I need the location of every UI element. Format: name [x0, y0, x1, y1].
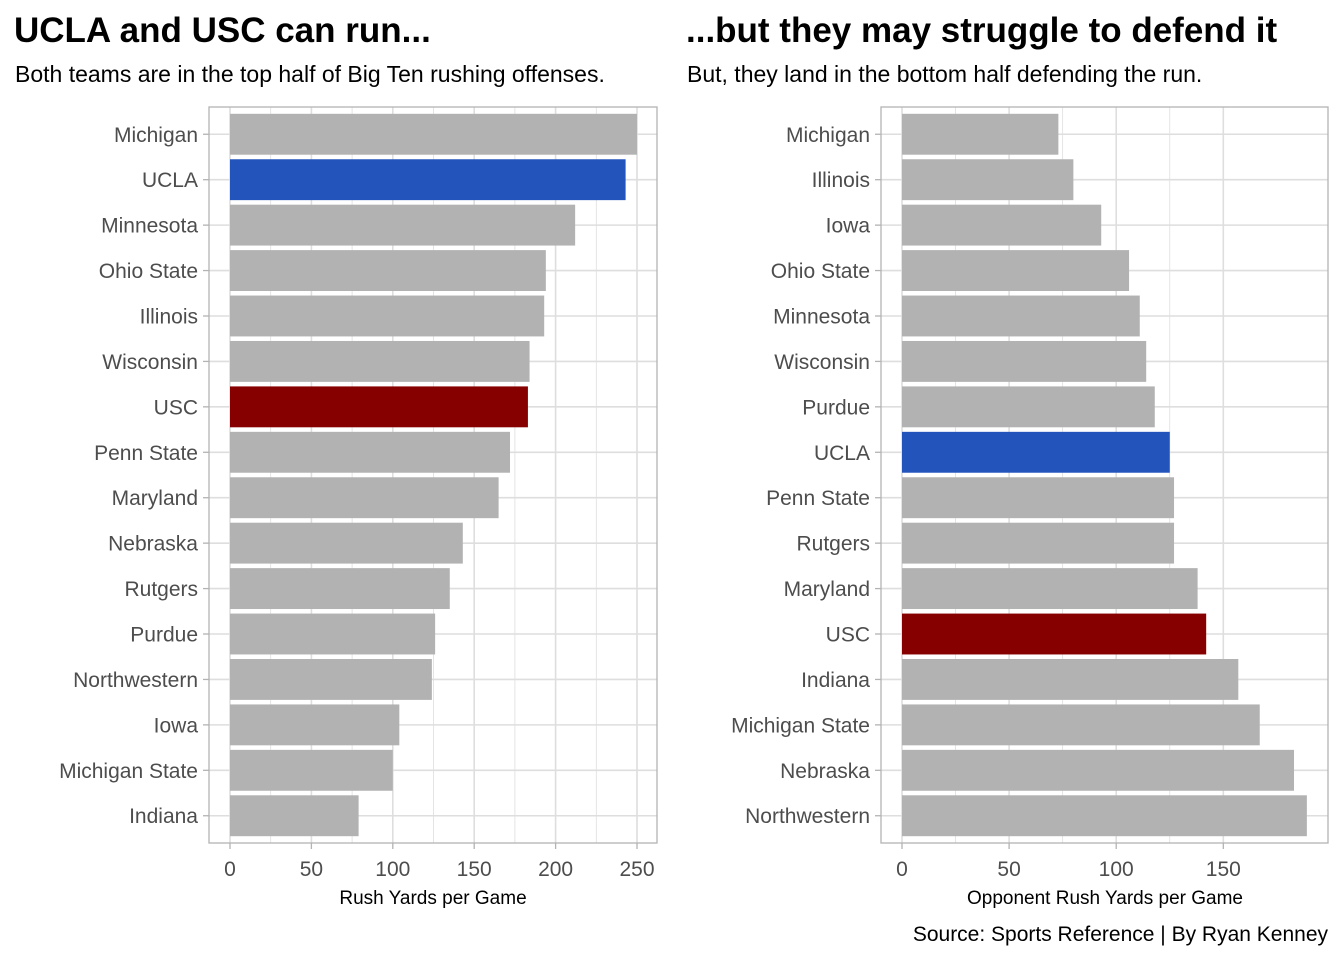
bar-wisconsin [230, 340, 530, 382]
x-tick-label: 100 [375, 858, 410, 881]
bar-penn-state [902, 477, 1175, 519]
y-tick-label: Penn State [766, 487, 870, 510]
y-tick-label: Michigan [114, 124, 198, 147]
bar-northwestern [230, 659, 432, 700]
bar-ohio-state [902, 250, 1130, 291]
y-tick-label: Wisconsin [102, 351, 198, 374]
bar-purdue [902, 386, 1155, 428]
bar-illinois [902, 159, 1074, 201]
x-tick-label: 50 [300, 858, 323, 881]
bar-ucla [230, 159, 626, 201]
bar-maryland [230, 477, 499, 519]
x-tick-label: 0 [224, 858, 236, 881]
y-tick-label: Michigan State [731, 714, 870, 737]
bar-wisconsin [902, 340, 1147, 382]
y-tick-label: Purdue [802, 396, 870, 419]
chart-title: ...but they may struggle to defend it [686, 11, 1277, 50]
y-tick-label: Illinois [140, 305, 198, 328]
bar-minnesota [230, 204, 576, 246]
chart-panel-2: ...but they may struggle to defend it But… [686, 11, 1329, 909]
chart-title: UCLA and USC can run... [14, 11, 431, 50]
bar-purdue [230, 613, 436, 655]
y-tick-label: Indiana [129, 805, 198, 828]
y-tick-label: Michigan [786, 124, 870, 147]
bar-usc [902, 613, 1207, 655]
y-tick-label: Ohio State [771, 260, 870, 283]
y-tick-label: UCLA [814, 442, 870, 465]
y-tick-label: Illinois [812, 169, 870, 192]
y-tick-label: Maryland [784, 578, 870, 601]
chart-subtitle: Both teams are in the top half of Big Te… [15, 61, 605, 87]
y-tick-label: Iowa [826, 215, 871, 238]
y-tick-label: Wisconsin [774, 351, 870, 374]
y-tick-label: Rutgers [796, 533, 870, 556]
x-tick-label: 50 [997, 858, 1020, 881]
bar-michigan [230, 113, 637, 155]
x-axis-title: Rush Yards per Game [339, 888, 526, 909]
bar-indiana [902, 659, 1239, 700]
bar-michigan-state [230, 749, 393, 791]
y-tick-label: Nebraska [780, 760, 870, 783]
y-tick-label: Minnesota [101, 215, 198, 238]
y-tick-label: Rutgers [124, 578, 198, 601]
y-tick-label: Nebraska [108, 533, 198, 556]
bar-usc [230, 386, 528, 428]
x-tick-label: 150 [1206, 858, 1241, 881]
x-tick-label: 250 [619, 858, 654, 881]
y-tick-label: UCLA [142, 169, 198, 192]
bar-northwestern [902, 795, 1307, 837]
bar-rutgers [902, 522, 1175, 564]
bar-nebraska [902, 749, 1295, 791]
plot-border [880, 106, 1329, 844]
y-tick-label: USC [826, 624, 870, 647]
y-tick-label: Northwestern [745, 805, 870, 828]
bar-rutgers [230, 568, 450, 610]
y-tick-label: Ohio State [99, 260, 198, 283]
y-tick-label: Michigan State [59, 760, 198, 783]
x-tick-label: 150 [457, 858, 492, 881]
chart-subtitle: But, they land in the bottom half defend… [687, 61, 1202, 87]
y-tick-label: Purdue [130, 624, 198, 647]
bar-maryland [902, 568, 1198, 610]
bar-ohio-state [230, 250, 546, 291]
bar-michigan-state [902, 704, 1260, 746]
source-caption: Source: Sports Reference | By Ryan Kenne… [913, 923, 1329, 946]
y-tick-label: USC [154, 396, 198, 419]
x-tick-label: 100 [1099, 858, 1134, 881]
y-tick-label: Indiana [801, 669, 870, 692]
bar-iowa [230, 704, 400, 746]
bar-ucla [902, 431, 1170, 473]
x-tick-label: 0 [896, 858, 908, 881]
bar-iowa [902, 204, 1102, 246]
y-tick-label: Northwestern [73, 669, 198, 692]
chart-panel-1: UCLA and USC can run... Both teams are in… [14, 11, 658, 909]
bar-nebraska [230, 522, 463, 564]
y-tick-label: Penn State [94, 442, 198, 465]
bar-penn-state [230, 431, 511, 473]
y-tick-label: Maryland [112, 487, 198, 510]
x-tick-label: 200 [538, 858, 573, 881]
bar-michigan [902, 113, 1059, 155]
plot-border [208, 106, 658, 844]
bar-minnesota [902, 295, 1140, 337]
x-axis-title: Opponent Rush Yards per Game [967, 888, 1243, 909]
y-tick-label: Iowa [154, 714, 199, 737]
bar-illinois [230, 295, 545, 337]
y-tick-label: Minnesota [773, 305, 870, 328]
bar-indiana [230, 795, 359, 837]
